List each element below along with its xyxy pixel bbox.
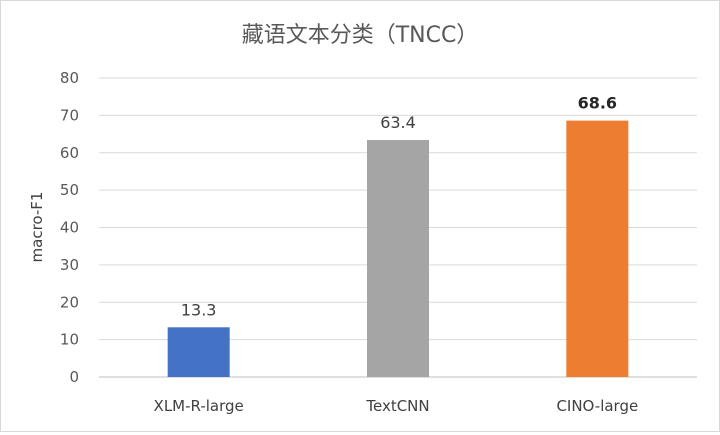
bar-textcnn <box>367 140 429 377</box>
y-axis-ticks: 0 10 20 30 40 50 60 70 80 <box>60 69 79 386</box>
x-category-label: TextCNN <box>365 397 429 415</box>
data-label: 68.6 <box>578 94 617 113</box>
x-category-label: XLM-R-large <box>154 397 244 415</box>
y-tick-label: 70 <box>60 106 79 124</box>
y-tick-label: 30 <box>60 256 79 274</box>
bar-cino-large <box>566 120 629 378</box>
x-axis-categories: XLM-R-large TextCNN CINO-large <box>154 397 639 415</box>
y-axis-title: macro-F1 <box>28 192 46 263</box>
y-tick-label: 0 <box>69 368 79 386</box>
data-label: 13.3 <box>181 300 217 319</box>
y-tick-label: 10 <box>60 331 79 349</box>
y-tick-label: 50 <box>60 181 79 199</box>
chart-title: 藏语文本分类（TNCC） <box>242 23 479 48</box>
bars <box>167 120 629 378</box>
data-labels: 13.3 63.4 68.6 <box>181 94 617 320</box>
y-tick-label: 80 <box>60 69 79 87</box>
data-label: 63.4 <box>380 113 416 132</box>
y-tick-label: 60 <box>60 144 79 162</box>
y-tick-label: 20 <box>60 293 79 311</box>
bar-xlm-r-large <box>167 327 230 377</box>
x-category-label: CINO-large <box>556 397 638 415</box>
y-tick-label: 40 <box>60 219 79 237</box>
